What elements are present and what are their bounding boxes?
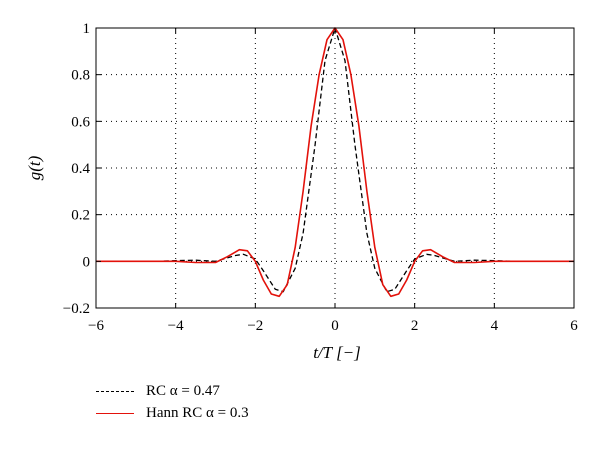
x-axis-label: t/T [−] xyxy=(313,343,361,362)
legend-item-rc: RC α = 0.47 xyxy=(96,380,249,402)
y-tick-label: 1 xyxy=(83,21,91,37)
legend-item-hann-rc: Hann RC α = 0.3 xyxy=(96,402,249,424)
x-tick-label: 2 xyxy=(411,318,419,334)
x-tick-label: 4 xyxy=(491,318,499,334)
ticks xyxy=(95,27,575,309)
legend-swatch-hann-rc xyxy=(96,412,134,414)
y-tick-label: 0.2 xyxy=(71,208,90,224)
y-tick-label: 0.4 xyxy=(71,161,90,177)
x-tick-label: −6 xyxy=(88,318,104,334)
x-tick-label: −2 xyxy=(247,318,263,334)
legend-swatch-rc xyxy=(96,390,134,392)
x-tick-label: 0 xyxy=(331,318,339,334)
legend-label-rc: RC α = 0.47 xyxy=(146,382,220,399)
y-tick-label: −0.2 xyxy=(63,301,90,317)
y-axis-label: g(t) xyxy=(25,155,44,180)
x-tick-label: −4 xyxy=(168,318,184,334)
grid xyxy=(96,28,574,308)
x-tick-label: 6 xyxy=(570,318,578,334)
y-tick-label: 0 xyxy=(83,254,91,270)
y-tick-label: 0.6 xyxy=(71,114,90,130)
legend-label-hann-rc: Hann RC α = 0.3 xyxy=(146,404,249,421)
tick-labels: −6 −4 −2 0 2 4 6 −0.2 0 0.2 0.4 0.6 0.8 1 xyxy=(63,21,578,334)
legend: RC α = 0.47 Hann RC α = 0.3 xyxy=(96,380,249,424)
y-tick-label: 0.8 xyxy=(71,68,90,84)
series-line-rc xyxy=(155,27,515,293)
